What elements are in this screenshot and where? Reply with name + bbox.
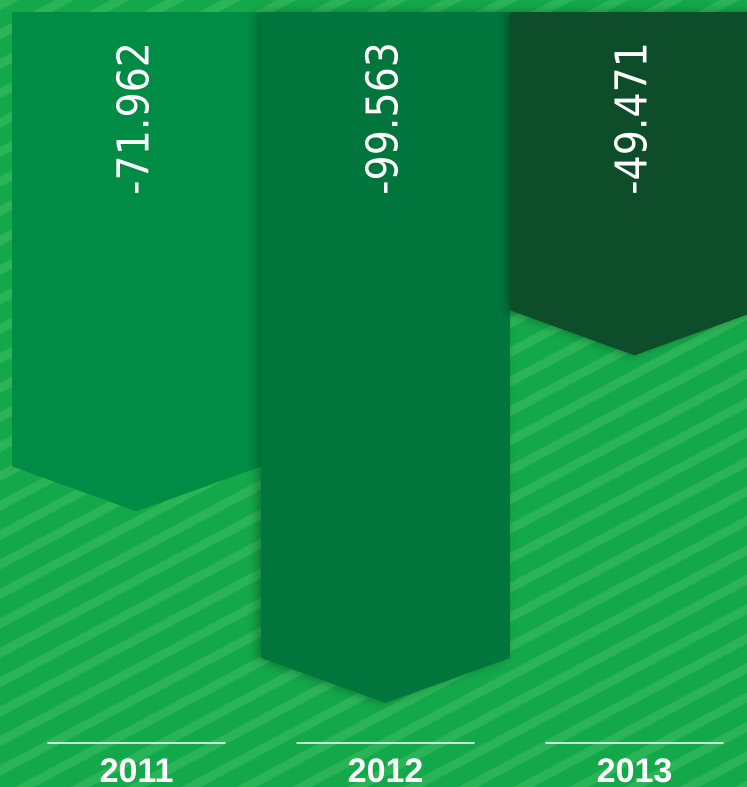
bar [261,12,510,703]
x-tick-label: 2011 [100,752,174,787]
x-tick-label: 2012 [348,752,424,787]
value-label: -49.471 [607,42,658,195]
x-tick-label: 2013 [597,752,673,787]
value-label: -99.563 [358,42,409,195]
value-label: -71.962 [109,42,160,195]
bar [510,12,747,356]
bar [12,12,261,512]
